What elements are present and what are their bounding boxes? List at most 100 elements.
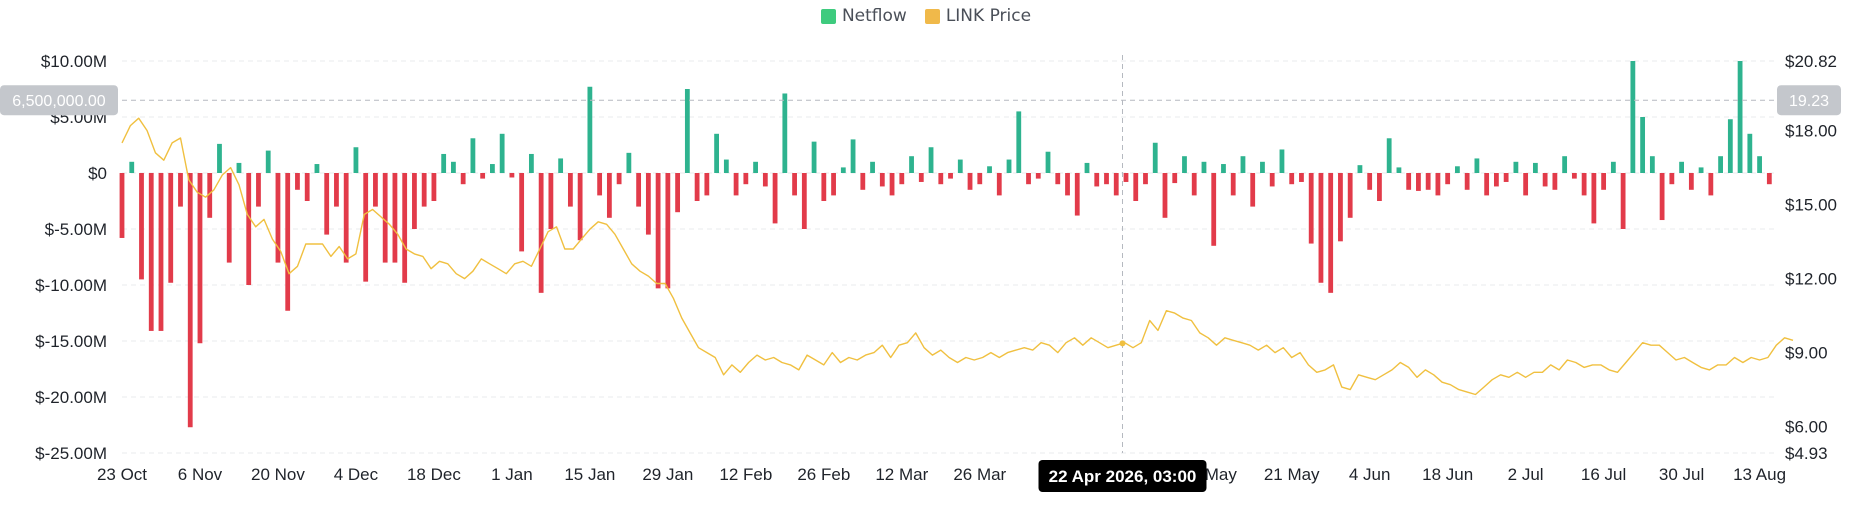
netflow-bar <box>1123 173 1129 182</box>
netflow-bar <box>324 173 330 235</box>
left-tick-label: $0 <box>88 164 107 183</box>
netflow-bar <box>977 173 983 185</box>
netflow-bar <box>1035 173 1041 179</box>
x-tick-label: 20 Nov <box>251 465 305 484</box>
netflow-bar <box>1620 173 1626 229</box>
netflow-bar <box>392 173 398 263</box>
left-tick-label: $-25.00M <box>35 444 107 463</box>
netflow-bar <box>1045 151 1051 173</box>
x-tick-label: 23 Oct <box>97 465 147 484</box>
netflow-bar <box>207 173 213 218</box>
netflow-bar <box>1279 149 1285 173</box>
netflow-bar <box>665 173 671 289</box>
price-line <box>121 117 1794 396</box>
netflow-bar <box>967 173 973 190</box>
netflow-bar <box>1591 173 1597 224</box>
x-tick-label: 26 Mar <box>953 465 1006 484</box>
netflow-bar <box>470 138 476 173</box>
netflow-bar <box>538 173 544 293</box>
netflow-bar <box>1006 159 1012 173</box>
legend-price-label: LINK Price <box>945 6 1032 26</box>
netflow-bar <box>1669 173 1675 185</box>
right-axis: $20.82 $18.00 $15.00 $12.00 $9.00 $6.00 $4.93 <box>1785 52 1837 463</box>
netflow-bar <box>792 173 797 196</box>
netflow-bar <box>1386 138 1392 173</box>
netflow-bar <box>519 173 525 252</box>
right-tick-label: $18.00 <box>1785 122 1837 141</box>
netflow-bar <box>451 161 456 173</box>
price-swatch-icon <box>924 8 940 24</box>
netflow-bar <box>509 173 515 178</box>
netflow-bar <box>265 150 271 173</box>
netflow-bar <box>1094 173 1100 187</box>
legend-item-netflow[interactable]: Netflow <box>820 6 907 26</box>
netflow-bar <box>1338 173 1343 242</box>
left-tick-label: $-10.00M <box>35 276 107 295</box>
crosshair-tooltip-date: 22 Apr 2026, 03:00 <box>1049 467 1197 486</box>
netflow-bar <box>1113 173 1119 196</box>
netflow-bar <box>1416 173 1421 191</box>
netflow-bar <box>850 139 856 173</box>
crosshair-right-badge <box>1777 85 1841 116</box>
x-tick-label: 4 Dec <box>334 465 379 484</box>
netflow-swatch-icon <box>820 8 836 24</box>
netflow-bar <box>275 173 281 263</box>
crosshair-tooltip-badge <box>1038 460 1207 492</box>
netflow-bar <box>860 173 866 190</box>
netflow-bar <box>772 173 778 224</box>
x-tick-label: 6 Nov <box>178 465 223 484</box>
legend-netflow-label: Netflow <box>841 6 907 26</box>
netflow-bar <box>1737 61 1743 173</box>
netflow-bar <box>1542 173 1548 187</box>
netflow-bar <box>684 89 690 173</box>
netflow-bar <box>616 173 622 185</box>
netflow-bar <box>567 173 573 207</box>
netflow-bar <box>158 173 164 331</box>
netflow-bar <box>1532 162 1538 173</box>
netflow-bar <box>987 166 992 173</box>
netflow-bar <box>675 173 681 213</box>
netflow-bar <box>1289 173 1295 185</box>
netflow-bar <box>1552 173 1558 190</box>
netflow-bar <box>1571 173 1577 179</box>
netflow-bar <box>909 156 914 173</box>
netflow-bar <box>870 161 875 173</box>
netflow-bar <box>811 141 817 173</box>
netflow-bar <box>1747 133 1753 173</box>
netflow-bar <box>412 173 417 229</box>
netflow-bar <box>938 173 944 185</box>
netflow-bar <box>1182 156 1187 173</box>
netflow-bar <box>129 161 135 173</box>
netflow-bar <box>1269 173 1275 187</box>
legend-item-price[interactable]: LINK Price <box>924 6 1032 26</box>
netflow-bar <box>1016 111 1022 173</box>
x-tick-label: 26 Feb <box>797 465 850 484</box>
netflow-bar <box>1649 156 1655 173</box>
x-axis: 23 Oct 6 Nov 20 Nov 4 Dec 18 Dec 1 Jan 15 Jan 2… <box>97 465 1786 484</box>
netflow-bar <box>840 167 846 173</box>
netflow-bar <box>1474 158 1480 173</box>
netflow-bar <box>577 173 583 241</box>
x-tick-label: 21 May <box>1264 465 1320 484</box>
netflow-bar <box>753 161 758 173</box>
netflow-bar <box>636 173 642 207</box>
crosshair-left-value: 6,500,000.00 <box>12 93 106 110</box>
left-tick-label: $10.00M <box>41 52 107 71</box>
netflow-bar <box>1133 173 1139 201</box>
netflow-bar <box>1435 173 1441 196</box>
netflow-bar <box>353 147 359 173</box>
netflow-bar <box>548 173 554 229</box>
netflow-bar <box>1688 173 1694 190</box>
netflow-bar <box>645 173 651 235</box>
x-tick-label: 12 Mar <box>875 465 928 484</box>
netflow-bar <box>168 173 174 283</box>
netflow-bar <box>597 173 603 196</box>
crosshair-left-badge <box>0 85 118 116</box>
netflow-bar <box>1367 173 1373 190</box>
netflow-bar <box>1377 173 1382 201</box>
netflow-bar <box>1503 173 1509 182</box>
netflow-bar <box>1221 164 1226 173</box>
netflow-bars <box>119 61 1772 428</box>
netflow-bar <box>1757 156 1762 173</box>
